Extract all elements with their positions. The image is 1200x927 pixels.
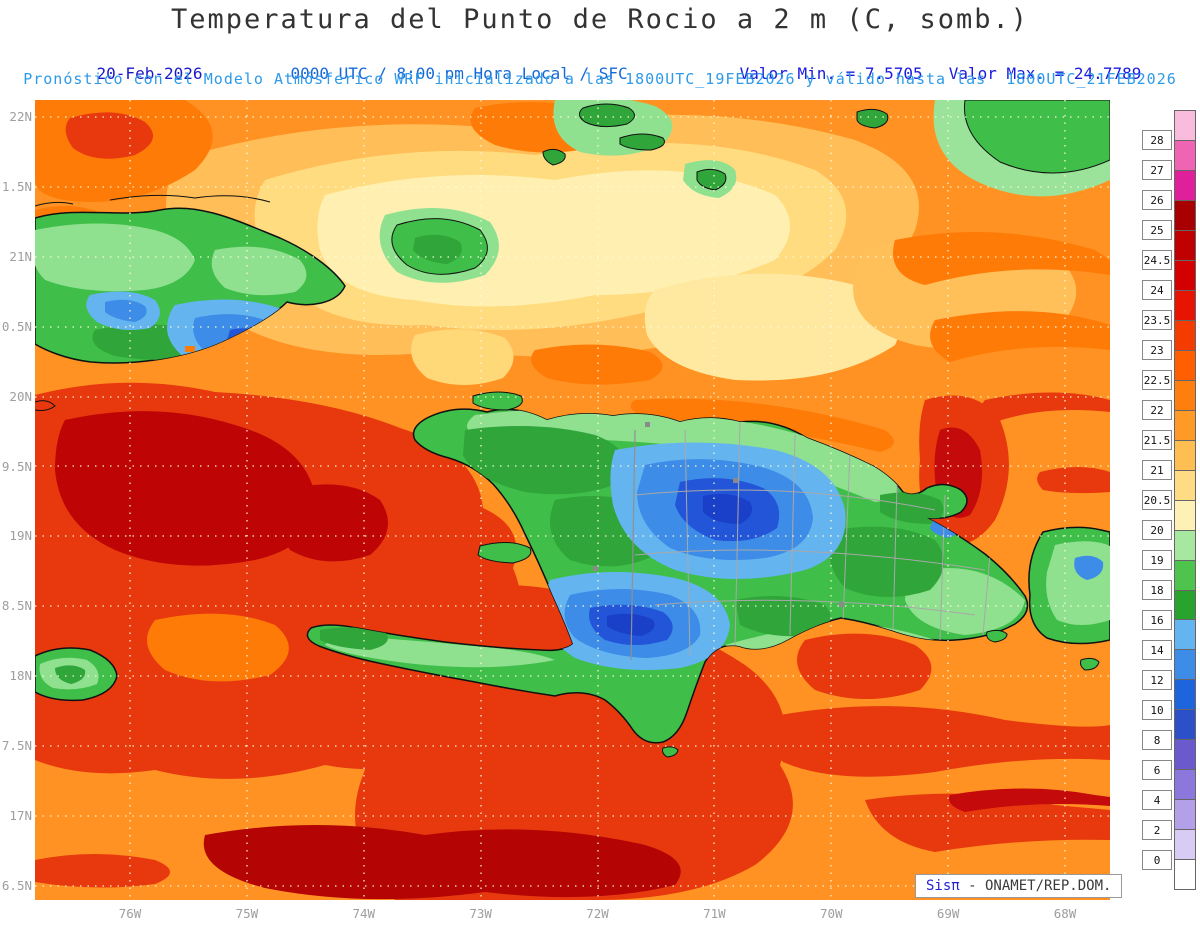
- colorbar-cell: [1175, 770, 1195, 801]
- forecast-time: 0000 UTC / 8:00 pm Hora Local / SFC: [290, 64, 628, 83]
- colorbar-tick-label: 10: [1142, 700, 1172, 720]
- colorbar-cell: [1175, 800, 1195, 831]
- longitude-tick-label: 70W: [819, 906, 843, 921]
- longitude-tick-label: 69W: [936, 906, 960, 921]
- subtitle-line: 20-Feb-2026 0000 UTC / 8:00 pm Hora Local…: [58, 45, 1142, 102]
- colorbar-cell: [1175, 530, 1195, 561]
- latitude-tick-label: 19N: [9, 528, 32, 544]
- colorbar-tick-label: 24.5: [1142, 250, 1172, 270]
- map-raster: [35, 100, 1110, 900]
- latitude-axis: 22N 1.5N 21N 0.5N 20N 9.5N 19N 8.5N 18N 7.5N 17N 6.…: [0, 109, 34, 894]
- bahamas-islands: [379, 100, 1110, 283]
- latitude-tick-label: 0.5N: [1, 318, 32, 334]
- attribution-box: Sisπ - ONAMET/REP.DOM.: [915, 874, 1123, 898]
- longitude-tick-label: 74W: [352, 906, 376, 921]
- longitude-axis: 76W 75W 74W 73W 72W 71W 70W 69W 68W: [110, 906, 1085, 921]
- colorbar-cell: [1175, 440, 1195, 471]
- latitude-tick-label: 21N: [9, 248, 32, 264]
- colorbar-scale-labels: 28 27 26 25 24.5 24 23.5 23 22.5 22 21.5 21 20.5 20 19…: [1142, 130, 1172, 870]
- forecast-date: 20-Feb-2026: [96, 64, 203, 83]
- province-borders: [630, 421, 991, 661]
- colorbar-tick-label: 2: [1142, 820, 1172, 840]
- colorbar-cell: [1175, 170, 1195, 201]
- latitude-tick-label: 7.5N: [1, 738, 32, 754]
- model-info-line: Pronóstico con el Modelo Atmósferico WRF…: [23, 70, 1177, 88]
- colorbar-cell: [1175, 200, 1195, 231]
- colorbar-cell: [1175, 560, 1195, 591]
- map-area: [35, 100, 1110, 900]
- latitude-tick-label: 20N: [9, 388, 32, 404]
- colorbar-cell: [1175, 290, 1195, 321]
- colorbar-tick-label: 19: [1142, 550, 1172, 570]
- latitude-tick-label: 8.5N: [1, 598, 32, 614]
- colorbar-cell: [1175, 860, 1195, 890]
- colorbar-cell: [1175, 710, 1195, 741]
- colorbar-cell: [1175, 230, 1195, 261]
- longitude-tick-label: 72W: [586, 906, 609, 921]
- colorbar-cell: [1175, 680, 1195, 711]
- colorbar-cell: [1175, 620, 1195, 651]
- latitude-tick-label: 17N: [9, 808, 32, 824]
- puerto-rico-landmass: [1028, 526, 1110, 671]
- jamaica-landmass: [35, 647, 118, 702]
- colorbar-cell: [1175, 500, 1195, 531]
- colorbar-tick-label: 20.5: [1142, 490, 1172, 510]
- colorbar-cell: [1175, 260, 1195, 291]
- colorbar-color-strip: [1174, 110, 1196, 890]
- longitude-tick-label: 76W: [118, 906, 142, 921]
- page-title: Temperatura del Punto de Rocio a 2 m (C,…: [170, 4, 1029, 35]
- longitude-tick-label: 71W: [703, 906, 726, 921]
- longitude-tick-label: 75W: [235, 906, 259, 921]
- colorbar-tick-label: 23: [1142, 340, 1172, 360]
- colorbar-cell: [1175, 140, 1195, 171]
- colorbar-tick-label: 6: [1142, 760, 1172, 780]
- colorbar-cell: [1175, 470, 1195, 501]
- min-value-label: Valor Min. = 7.5705: [739, 64, 923, 83]
- colorbar-tick-label: 26: [1142, 190, 1172, 210]
- latitude-tick-label: 1.5N: [1, 178, 32, 194]
- colorbar-tick-label: 8: [1142, 730, 1172, 750]
- colorbar-tick-label: 20: [1142, 520, 1172, 540]
- latitude-tick-label: 6.5N: [1, 877, 32, 893]
- colorbar-tick-label: 22.5: [1142, 370, 1172, 390]
- longitude-tick-label: 73W: [469, 906, 492, 921]
- colorbar-tick-label: 21.5: [1142, 430, 1172, 450]
- latitude-tick-label: 18N: [9, 668, 32, 684]
- colorbar-tick-label: 16: [1142, 610, 1172, 630]
- colorbar-tick-label: 27: [1142, 160, 1172, 180]
- max-value-label: Valor Max. = 24.7789: [948, 64, 1142, 83]
- colorbar-cell: [1175, 380, 1195, 411]
- longitude-tick-label: 68W: [1053, 906, 1077, 921]
- colorbar-cell: [1175, 350, 1195, 381]
- colorbar-tick-label: 28: [1142, 130, 1172, 150]
- colorbar-cell: [1175, 410, 1195, 441]
- colorbar-tick-label: 24: [1142, 280, 1172, 300]
- latitude-tick-label: 9.5N: [1, 458, 32, 474]
- sispi-brand: Sisπ: [926, 878, 960, 894]
- colorbar-tick-label: 12: [1142, 670, 1172, 690]
- colorbar-tick-label: 22: [1142, 400, 1172, 420]
- colorbar-tick-label: 0: [1142, 850, 1172, 870]
- colorbar-cell: [1175, 740, 1195, 771]
- colorbar-cell: [1175, 830, 1195, 861]
- colorbar-tick-label: 21: [1142, 460, 1172, 480]
- colorbar-cell: [1175, 650, 1195, 681]
- onamet-attribution: - ONAMET/REP.DOM.: [959, 878, 1112, 894]
- colorbar-tick-label: 25: [1142, 220, 1172, 240]
- latitude-tick-label: 22N: [9, 109, 32, 124]
- colorbar-tick-label: 4: [1142, 790, 1172, 810]
- colorbar-cell: [1175, 111, 1195, 141]
- colorbar-tick-label: 23.5: [1142, 310, 1172, 330]
- colorbar-cell: [1175, 590, 1195, 621]
- colorbar-cell: [1175, 320, 1195, 351]
- hispaniola-landmass: [306, 391, 1029, 758]
- colorbar-tick-label: 18: [1142, 580, 1172, 600]
- colorbar-tick-label: 14: [1142, 640, 1172, 660]
